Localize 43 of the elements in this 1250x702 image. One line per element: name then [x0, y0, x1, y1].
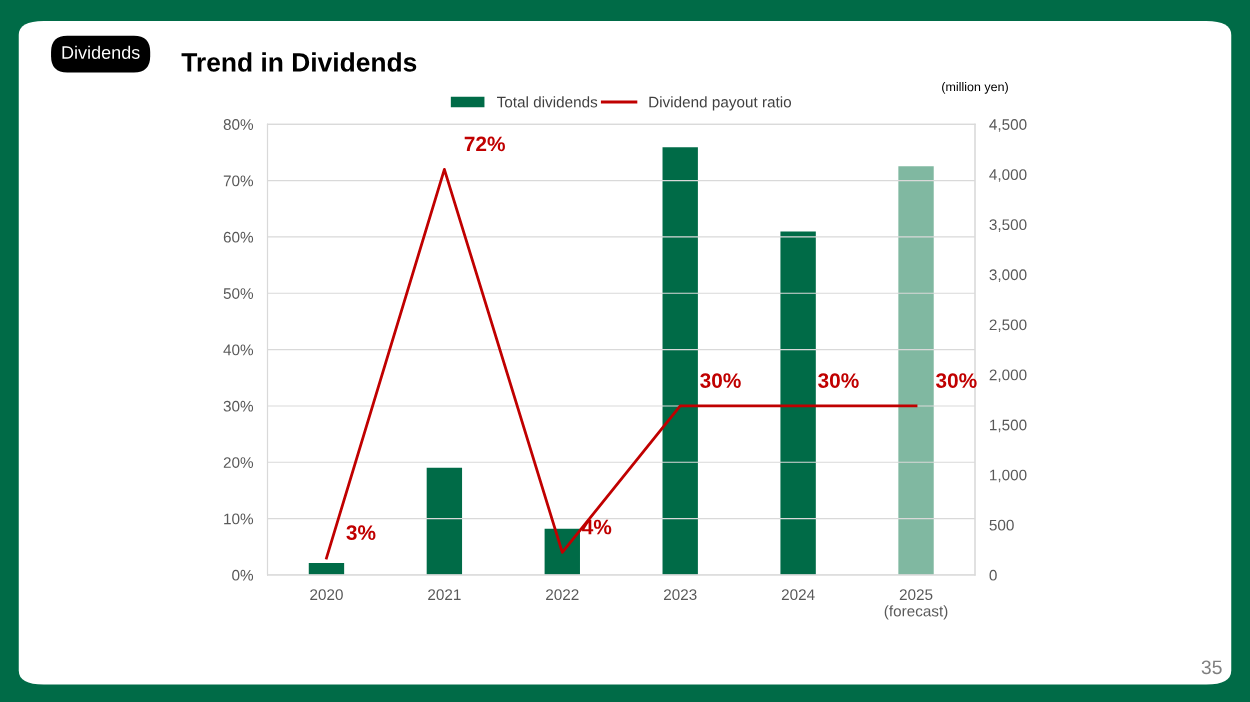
y-tick-label: 20%	[223, 457, 254, 468]
legend-label: Dividend payout ratio	[649, 96, 792, 111]
y-tick-label: 30%	[223, 400, 254, 412]
y-tick-label: 50%	[223, 288, 254, 299]
y2-tick-label: 2,500	[989, 319, 1027, 333]
y2-tick-label: 2,000	[989, 369, 1027, 383]
legend-label: Total dividends	[497, 96, 598, 108]
data-label: 30%	[935, 373, 977, 388]
data-label: 72%	[464, 136, 505, 152]
y2-axis-title: (million yen)	[942, 82, 1008, 94]
y2-tick-label: 3,500	[989, 219, 1027, 232]
y-tick-label: 70%	[223, 175, 254, 187]
x-tick-label: 2024	[781, 589, 815, 601]
x-tick-label: 2022	[546, 589, 579, 601]
y2-tick-label: 4,000	[989, 169, 1027, 182]
data-label: 3%	[346, 525, 376, 541]
y2-tick-label: 500	[989, 519, 1014, 531]
line-series	[325, 167, 918, 560]
x-tick-label: 2020	[310, 589, 343, 601]
y2-tick-label: 0	[989, 569, 997, 581]
y-tick-label: 0%	[232, 569, 254, 581]
x-tick-label: 2025 (forecast)	[884, 589, 948, 620]
y2-tick-label: 1,500	[990, 419, 1027, 433]
y-tick-label: 10%	[224, 513, 254, 525]
chart-title: Trend in Dividends	[181, 52, 417, 72]
bar	[426, 467, 463, 575]
x-tick-label: 2023	[663, 589, 697, 601]
bar	[780, 231, 816, 575]
data-label: 30%	[818, 373, 859, 388]
bar	[662, 147, 698, 575]
y-tick-label: 40%	[223, 344, 254, 356]
y-tick-label: 80%	[223, 119, 254, 130]
data-label: 30%	[700, 373, 741, 388]
y2-tick-label: 1,000	[990, 469, 1027, 483]
y2-tick-label: 3,000	[989, 269, 1027, 282]
bar	[308, 562, 345, 575]
data-label: 4%	[582, 519, 612, 535]
bar	[898, 166, 934, 575]
text: Dividends	[62, 45, 140, 59]
y-tick-label: 60%	[223, 231, 254, 243]
x-tick-label: 2021	[428, 589, 461, 601]
text: 35	[1201, 660, 1222, 675]
y2-tick-label: 4,500	[989, 119, 1027, 132]
